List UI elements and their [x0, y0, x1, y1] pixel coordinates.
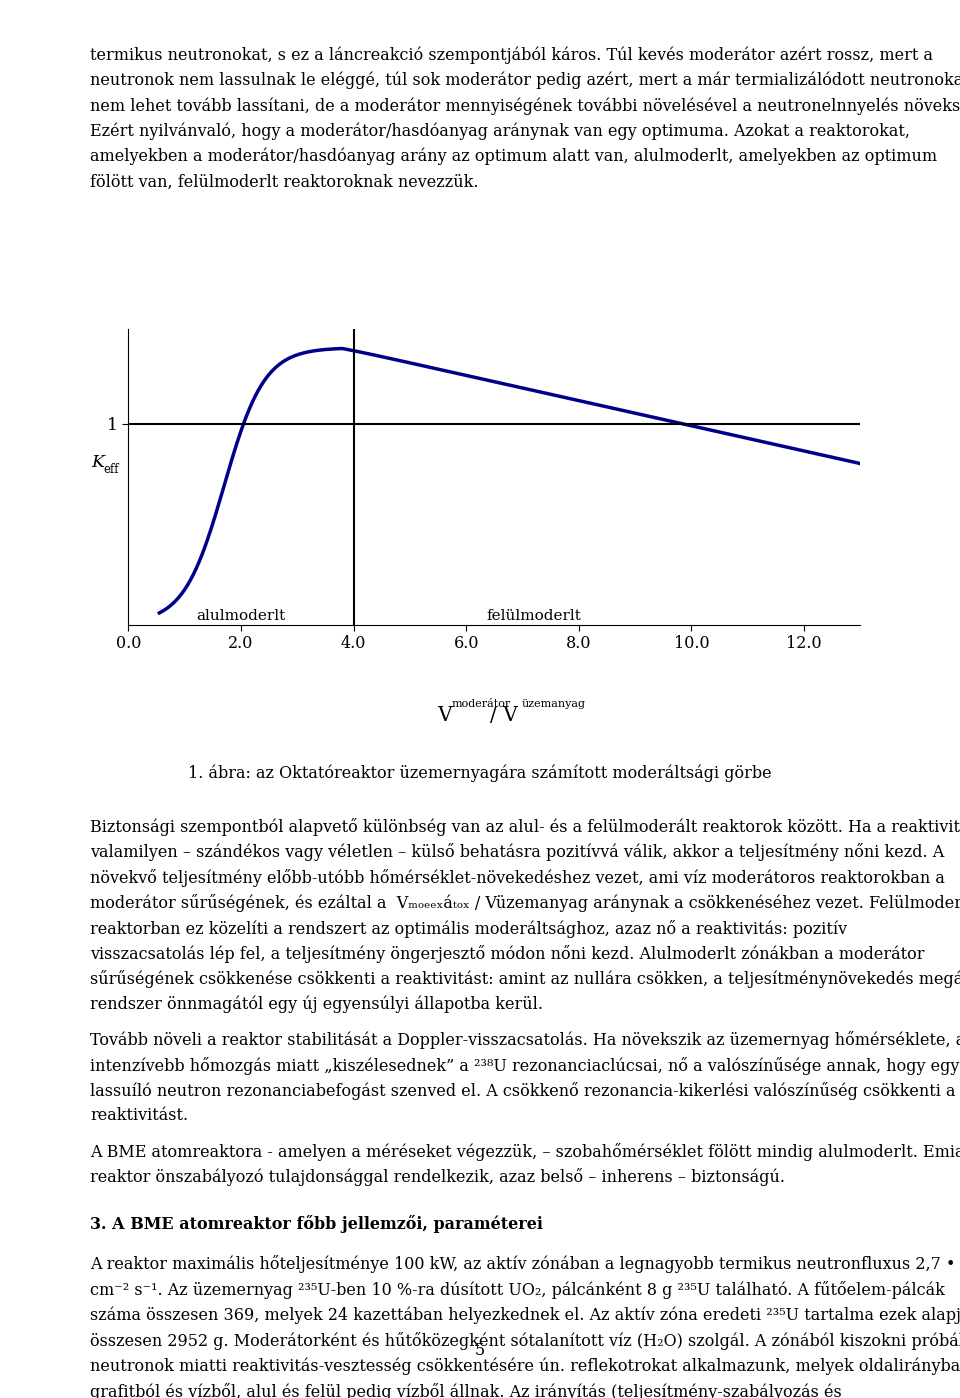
Text: 3. A BME atomreaktor főbb jellemzői, paraméterei: 3. A BME atomreaktor főbb jellemzői, par… — [90, 1215, 542, 1233]
Text: összesen 2952 g. Moderátorként és hűtőközegként sótalanított víz (H₂O) szolgál. : összesen 2952 g. Moderátorként és hűtőkö… — [90, 1332, 960, 1349]
Text: 5: 5 — [475, 1342, 485, 1359]
Text: K: K — [91, 454, 105, 471]
Text: eff: eff — [104, 463, 119, 477]
Text: neutronok miatti reaktivitás-vesztesség csökkentésére ún. reflekotrokat alkalmaz: neutronok miatti reaktivitás-vesztesség … — [90, 1357, 960, 1374]
Text: reaktivitást.: reaktivitást. — [90, 1107, 188, 1124]
Text: reaktor önszabályozó tulajdonsággal rendelkezik, azaz belső – inherens – biztons: reaktor önszabályozó tulajdonsággal rend… — [90, 1169, 785, 1186]
Text: valamilyen – szándékos vagy véletlen – külső behatásra pozitívvá válik, akkor a : valamilyen – szándékos vagy véletlen – k… — [90, 843, 945, 861]
Text: moderátor sűrűségének, és ezáltal a  Vₘₒₑₑₓáₜₒₓ / Vüzemanyag aránynak a csökkené: moderátor sűrűségének, és ezáltal a Vₘₒₑ… — [90, 895, 960, 911]
Text: cm⁻² s⁻¹. Az üzemernyag ²³⁵U-ben 10 %-ra dúsított UO₂, pálcánként 8 g ²³⁵U talál: cm⁻² s⁻¹. Az üzemernyag ²³⁵U-ben 10 %-ra… — [90, 1281, 945, 1299]
Text: lassuíló neutron rezonanciabefogást szenved el. A csökkenő rezonancia-kikerlési : lassuíló neutron rezonanciabefogást szen… — [90, 1082, 955, 1100]
Text: növekvő teljesítmény előbb-utóbb hőmérséklet-növekedéshez vezet, ami víz moderát: növekvő teljesítmény előbb-utóbb hőmérsé… — [90, 868, 945, 886]
Text: A BME atomreaktora - amelyen a méréseket végezzük, – szobahőmérséklet fölött min: A BME atomreaktora - amelyen a méréseket… — [90, 1142, 960, 1160]
Text: reaktorban ez közelíti a rendszert az optimális moderáltsághoz, azaz nő a reakti: reaktorban ez közelíti a rendszert az op… — [90, 920, 847, 938]
Text: intenzívebb hőmozgás miatt „kiszélesednek” a ²³⁸U rezonanciaclúcsai, nő a valósz: intenzívebb hőmozgás miatt „kiszélesedne… — [90, 1057, 959, 1075]
Text: száma összesen 369, melyek 24 kazettában helyezkednek el. Az aktív zóna eredeti : száma összesen 369, melyek 24 kazettában… — [90, 1306, 960, 1324]
Text: alulmoderlt: alulmoderlt — [197, 610, 286, 624]
Text: 1. ábra: az Oktatóreaktor üzemernyagára számított moderáltsági görbe: 1. ábra: az Oktatóreaktor üzemernyagára … — [188, 765, 772, 783]
Text: rendszer önnmagától egy új egyensúlyi állapotba kerül.: rendszer önnmagától egy új egyensúlyi ál… — [90, 995, 543, 1014]
Text: Ezért nyilvánvaló, hogy a moderátor/hasdóanyag aránynak van egy optimuma. Azokat: Ezért nyilvánvaló, hogy a moderátor/hasd… — [90, 123, 910, 140]
Text: Biztonsági szempontból alapvető különbség van az alul- és a felülmoderált reakto: Biztonsági szempontból alapvető különbsé… — [90, 818, 960, 836]
Text: moderátor: moderátor — [451, 699, 511, 709]
Text: Tovább növeli a reaktor stabilitását a Doppler-visszacsatolás. Ha növekszik az ü: Tovább növeli a reaktor stabilitását a D… — [90, 1032, 960, 1048]
Text: grafitból és vízből, alul és felül pedig vízből állnak. Az irányítás (teljesítmé: grafitból és vízből, alul és felül pedig… — [90, 1383, 842, 1398]
Text: A reaktor maximális hőteljesítménye 100 kW, az aktív zónában a legnagyobb termik: A reaktor maximális hőteljesítménye 100 … — [90, 1255, 960, 1274]
Text: nem lehet tovább lassítani, de a moderátor mennyiségének további növelésével a n: nem lehet tovább lassítani, de a moderát… — [90, 96, 960, 115]
Text: sűrűségének csökkenése csökkenti a reaktivitást: amint az nullára csökken, a tel: sűrűségének csökkenése csökkenti a reakt… — [90, 970, 960, 988]
Text: üzemanyag: üzemanyag — [521, 699, 586, 709]
Text: fölött van, felülmoderlt reaktoroknak nevezzük.: fölött van, felülmoderlt reaktoroknak ne… — [90, 173, 478, 190]
Text: visszacsatolás lép fel, a teljesítmény öngerjesztő módon nőni kezd. Alulmoderlt : visszacsatolás lép fel, a teljesítmény ö… — [90, 945, 924, 963]
Text: V: V — [437, 706, 451, 726]
Text: neutronok nem lassulnak le eléggé, túl sok moderátor pedig azért, mert a már ter: neutronok nem lassulnak le eléggé, túl s… — [90, 71, 960, 89]
Text: amelyekben a moderátor/hasdóanyag arány az optimum alatt van, alulmoderlt, amely: amelyekben a moderátor/hasdóanyag arány … — [90, 148, 937, 165]
Text: termikus neutronokat, s ez a láncreakció szempontjából káros. Túl kevés moderáto: termikus neutronokat, s ez a láncreakció… — [90, 46, 933, 64]
Text: / V: / V — [490, 706, 517, 726]
Text: felülmoderlt: felülmoderlt — [487, 610, 581, 624]
